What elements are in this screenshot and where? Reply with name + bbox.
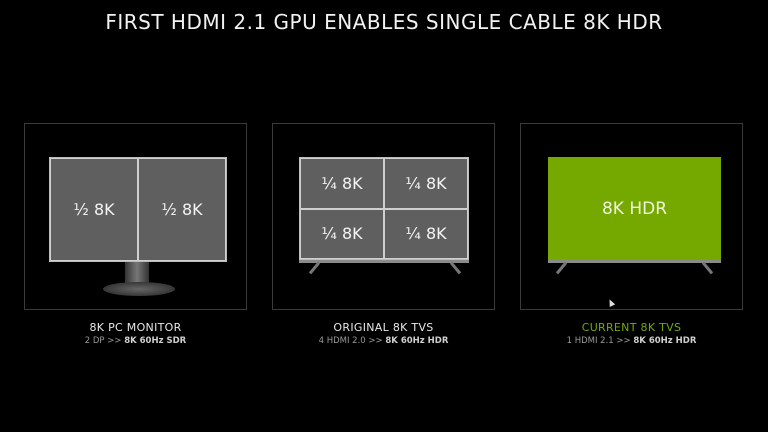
screen-quarter: ¼ 8K [300,158,384,209]
original-tv-caption: ORIGINAL 8K TVS 4 HDMI 2.0 >> 8K 60Hz HD… [318,321,449,346]
current-tv-caption: CURRENT 8K TVS 1 HDMI 2.1 >> 8K 60Hz HDR [566,321,697,346]
screen-quarter: ¼ 8K [384,158,468,209]
slide-title: FIRST HDMI 2.1 GPU ENABLES SINGLE CABLE … [105,10,663,34]
screen-quarter: ¼ 8K [384,208,468,259]
current-tv-screen: 8K HDR [548,157,721,260]
screen-half: ½ 8K [138,158,226,261]
tv-bezel [548,260,721,263]
current-tv-panel [520,123,743,310]
tv-bezel [299,260,469,263]
original-tv-panel [272,123,495,310]
screen-half: ½ 8K [50,158,138,261]
screen-quarter: ¼ 8K [300,208,384,259]
original-tv-screen: ¼ 8K ¼ 8K ¼ 8K ¼ 8K [299,157,469,260]
monitor-stand-base [103,282,175,296]
pc-monitor-panel [24,123,247,310]
screen-full: 8K HDR [601,198,668,219]
pc-monitor-caption: 8K PC MONITOR 2 DP >> 8K 60Hz SDR [84,321,187,346]
pc-monitor-screen: ½ 8K ½ 8K [49,157,227,262]
